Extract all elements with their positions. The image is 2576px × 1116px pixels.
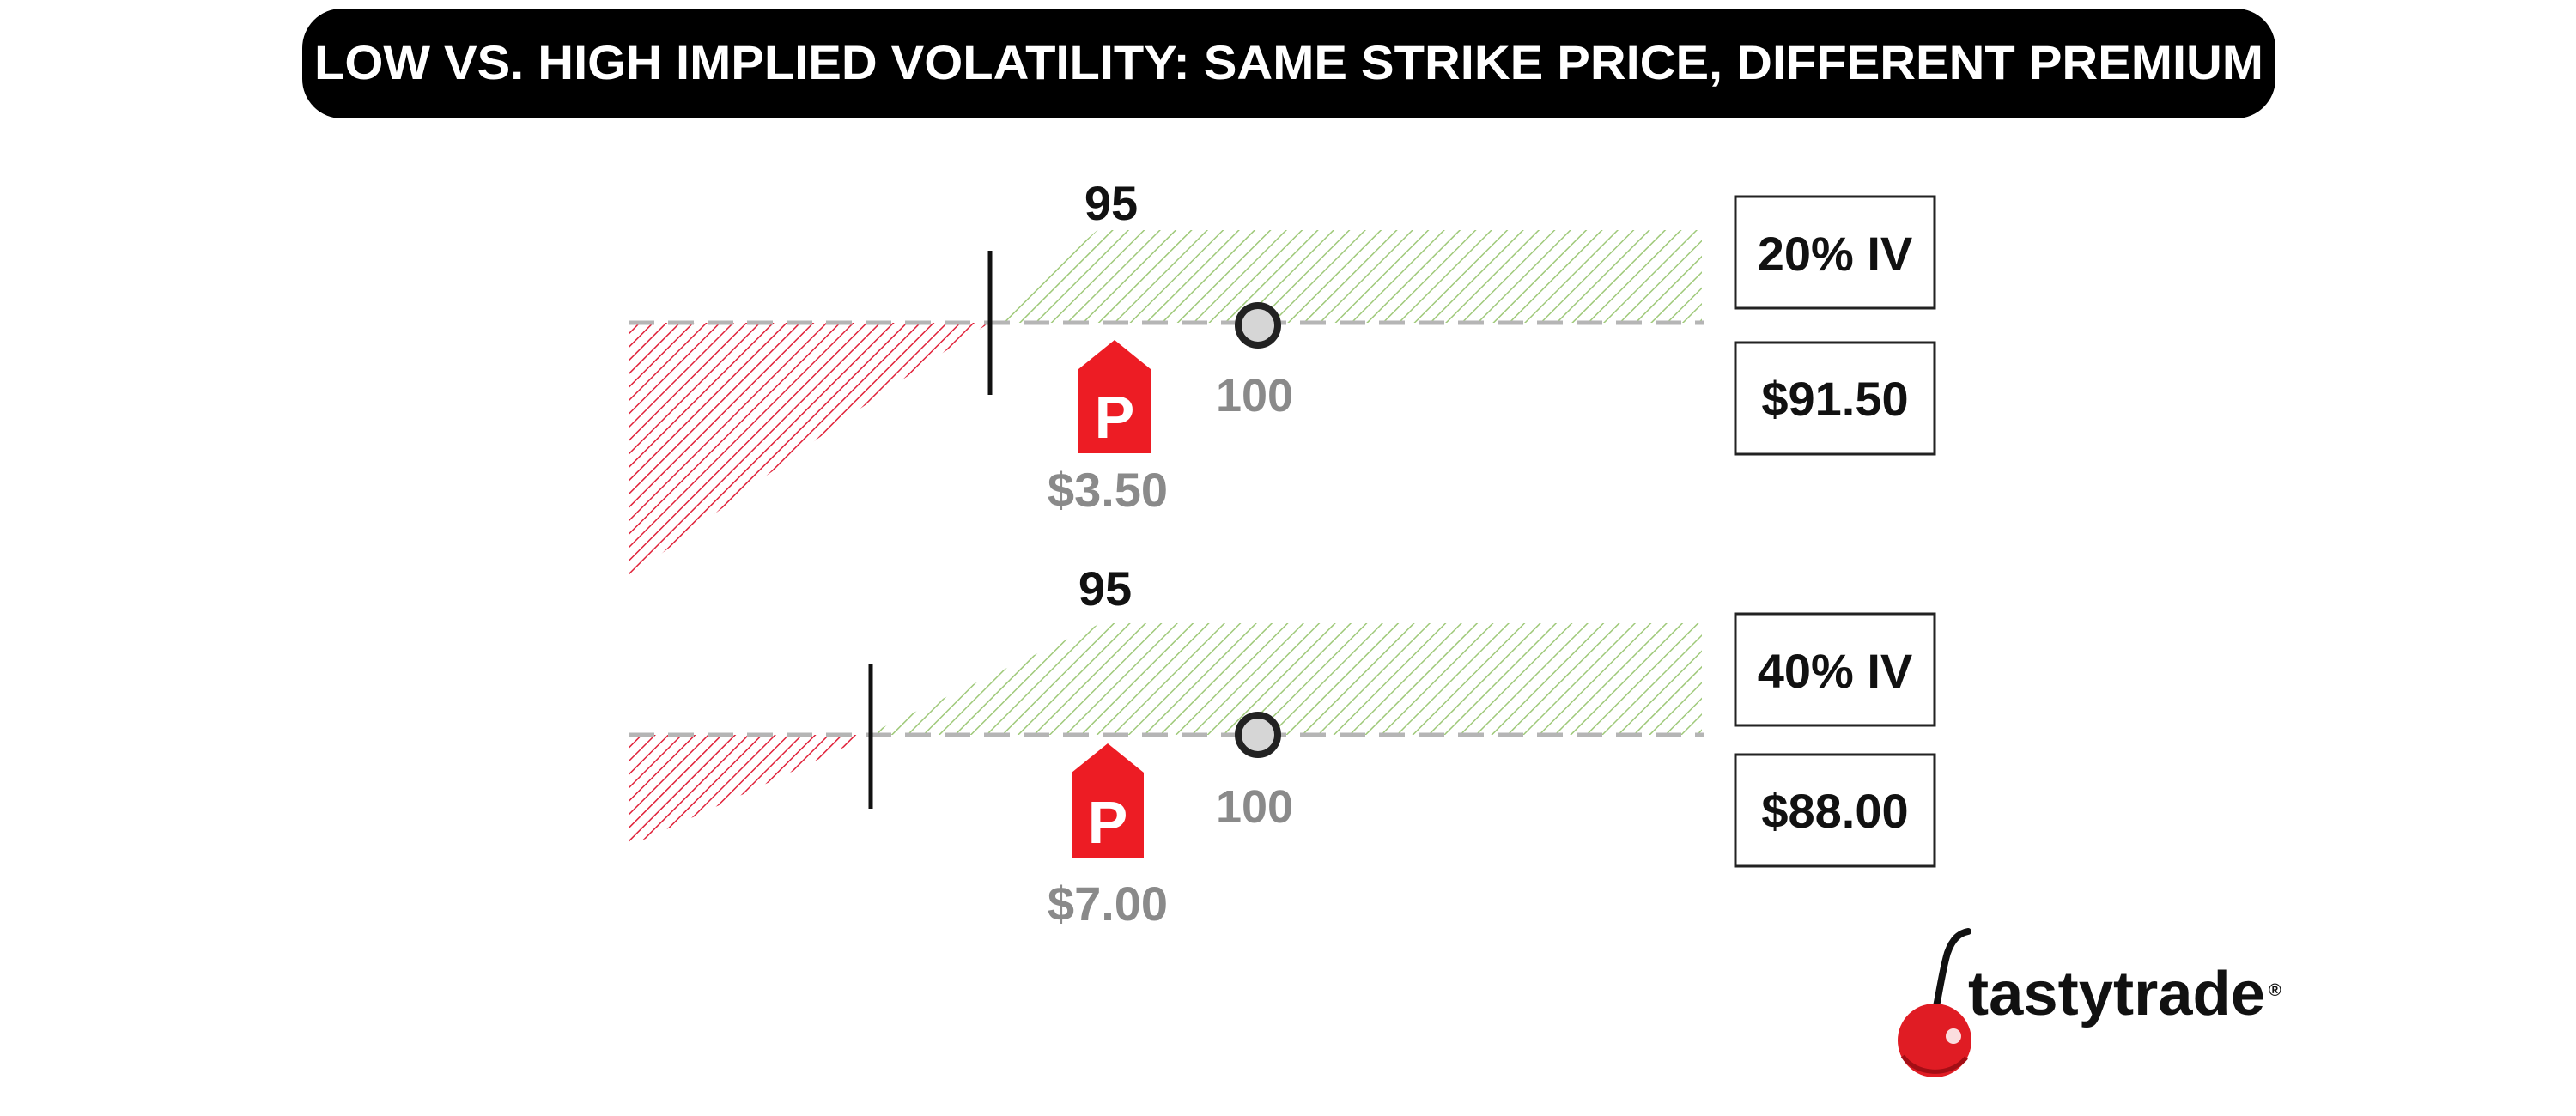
title-banner-background: [302, 9, 2275, 118]
strike-label: 95: [1078, 561, 1132, 616]
premium-tag-icon: P: [1078, 340, 1151, 453]
premium-label: $7.00: [1048, 876, 1168, 931]
breakeven-label: $88.00: [1761, 784, 1908, 838]
strike-label: 95: [1084, 176, 1138, 230]
premium-tag-icon: P: [1072, 743, 1144, 858]
premium-icon-letter: P: [1095, 384, 1135, 451]
breakeven-box: [1734, 753, 1936, 868]
page-title: LOW VS. HIGH IMPLIED VOLATILITY: SAME ST…: [314, 35, 2263, 89]
profit-zone: [874, 623, 1702, 735]
brand-registered-mark: ®: [2269, 981, 2281, 1000]
premium-label: $3.50: [1048, 463, 1168, 517]
cherry-icon: [1898, 928, 1971, 1077]
brand-name: tastytrade: [1968, 960, 2265, 1028]
loss-zone: [629, 735, 871, 846]
iv-box: [1734, 612, 1936, 727]
underlying-price-label: 100: [1216, 781, 1293, 833]
brand-logo: tastytrade ®: [1898, 928, 2281, 1077]
breakeven-box: [1734, 341, 1936, 456]
iv-label: 40% IV: [1758, 644, 1913, 698]
breakeven-label: $91.50: [1761, 372, 1908, 426]
scenario-high-iv: 95 100 P $7.00 40% IV $88.00: [629, 561, 1936, 931]
iv-label: 20% IV: [1758, 227, 1913, 281]
loss-zone: [629, 323, 990, 579]
iv-box: [1734, 195, 1936, 310]
underlying-price-label: 100: [1216, 370, 1293, 422]
premium-icon-letter: P: [1088, 789, 1128, 856]
profit-zone: [993, 230, 1702, 323]
underlying-price-marker: [1235, 712, 1281, 758]
underlying-price-marker: [1235, 302, 1281, 349]
scenario-low-iv: 95 100 P $3.50 20% IV $91.50: [629, 176, 1936, 579]
title-banner: LOW VS. HIGH IMPLIED VOLATILITY: SAME ST…: [302, 9, 2275, 118]
